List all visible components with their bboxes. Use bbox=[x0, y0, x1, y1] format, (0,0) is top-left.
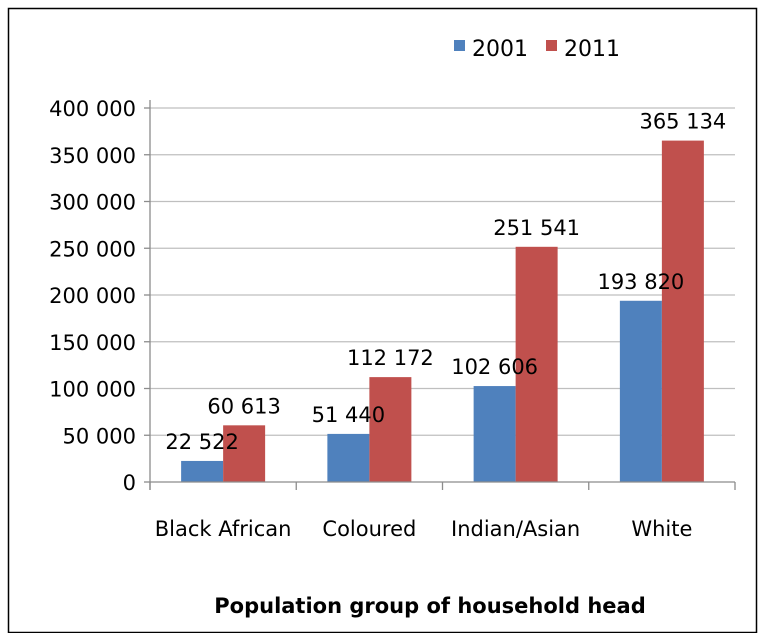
x-category-label: Black African bbox=[155, 517, 292, 541]
legend-label-2001: 2001 bbox=[472, 37, 528, 62]
data-label: 60 613 bbox=[207, 394, 280, 418]
bar-2001-white bbox=[619, 300, 662, 482]
y-tick-label: 150 000 bbox=[49, 331, 136, 355]
data-label: 112 172 bbox=[347, 346, 434, 370]
data-label: 51 440 bbox=[312, 403, 385, 427]
x-axis-title: Population group of household head bbox=[214, 594, 645, 618]
bar-2011-indian-asian bbox=[515, 246, 558, 482]
bar-2011-coloured bbox=[369, 377, 412, 482]
data-label: 193 820 bbox=[597, 270, 684, 294]
data-label: 22 522 bbox=[165, 430, 238, 454]
bar-2011-black-african bbox=[223, 425, 266, 482]
y-tick-label: 350 000 bbox=[49, 144, 136, 168]
x-category-label: Coloured bbox=[322, 517, 416, 541]
bars bbox=[181, 140, 704, 482]
axes bbox=[149, 100, 736, 490]
data-label: 102 606 bbox=[451, 355, 538, 379]
y-axis-tick-labels: 0 50 000 100 000 150 000 200 000 250 000 300 0… bbox=[49, 97, 136, 495]
y-tick-label: 100 000 bbox=[49, 378, 136, 402]
bar-2001-coloured bbox=[327, 433, 370, 482]
legend-swatch-2001 bbox=[454, 40, 465, 51]
bar-2011-white bbox=[661, 140, 704, 482]
data-label: 365 134 bbox=[639, 110, 726, 134]
y-tick-label: 0 bbox=[123, 471, 136, 495]
data-labels: 22 522 60 613 51 440 112 172 102 606 251 541 1… bbox=[165, 110, 726, 454]
legend-label-2011: 2011 bbox=[564, 37, 620, 62]
data-label: 251 541 bbox=[493, 216, 580, 240]
y-tick-label: 200 000 bbox=[49, 284, 136, 308]
y-tick-label: 300 000 bbox=[49, 191, 136, 215]
x-axis-category-labels: Black African Coloured Indian/Asian White bbox=[155, 517, 693, 541]
x-category-label: Indian/Asian bbox=[451, 517, 580, 541]
y-tick-label: 400 000 bbox=[49, 97, 136, 121]
bar-2001-black-african bbox=[181, 460, 224, 482]
legend-swatch-2011 bbox=[546, 40, 557, 51]
bar-2001-indian-asian bbox=[473, 386, 516, 482]
y-tick-label: 50 000 bbox=[63, 424, 136, 448]
y-tick-label: 250 000 bbox=[49, 237, 136, 261]
x-category-label: White bbox=[631, 517, 692, 541]
legend: 2001 2011 bbox=[454, 37, 620, 62]
